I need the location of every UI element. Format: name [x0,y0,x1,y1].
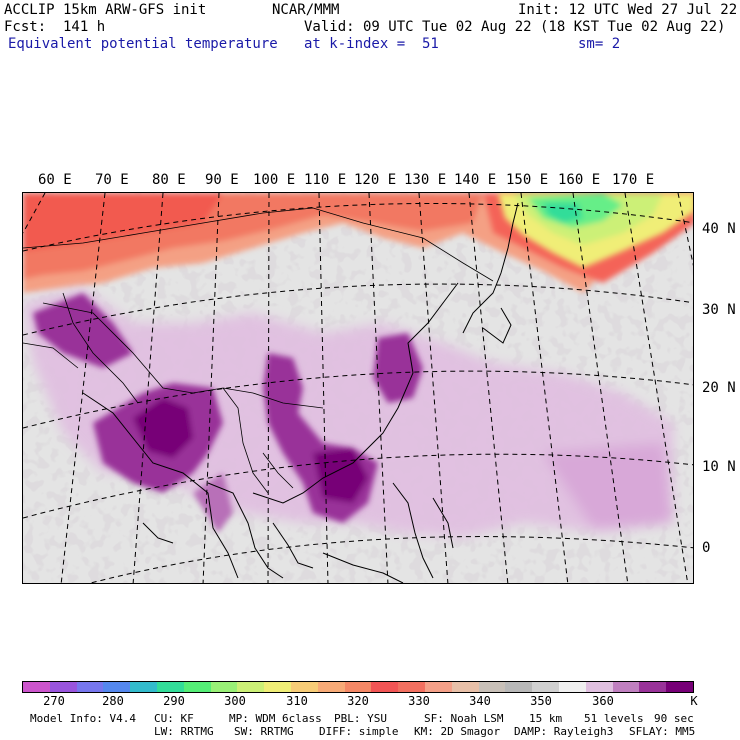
lon-label: 80 E [152,172,186,188]
lon-label: 60 E [38,172,72,188]
colorbar-swatch [264,682,291,692]
colorbar-swatch [23,682,50,692]
colorbar-swatch [639,682,667,692]
timestep: 90 sec [654,712,694,725]
lon-label: 130 E [404,172,447,188]
title-center: NCAR/MMM [272,2,340,18]
init-time: Init: 12 UTC Wed 27 Jul 22 [518,2,738,18]
colorbar-swatch [183,682,211,692]
colorbar-swatch [210,682,238,692]
map-panel [22,192,694,584]
lat-label: 0 [702,540,711,556]
lon-label: 170 E [612,172,655,188]
colorbar-tick: 340 [469,694,491,708]
valid-time: Valid: 09 UTC Tue 02 Aug 22 (18 KST Tue … [304,19,726,35]
colorbar-swatch [317,682,345,692]
colorbar-swatch [237,682,265,692]
colorbar-swatch [585,682,613,692]
colorbar-swatch [156,682,184,692]
colorbar-tick: 350 [530,694,552,708]
colorbar-tick: 300 [224,694,246,708]
colorbar-swatch [103,682,131,692]
lon-label: 70 E [95,172,129,188]
sf-scheme: SF: Noah LSM [424,712,504,725]
lon-label: 160 E [558,172,601,188]
lat-label: 30 N [702,302,736,318]
colorbar-swatch [371,682,399,692]
colorbar-swatch [398,682,425,692]
colorbar-unit: K [690,694,698,708]
lon-label: 140 E [454,172,497,188]
mp-scheme: MP: WDM 6class [229,712,322,725]
cool-air-northeast [498,193,693,268]
colorbar-tick: 280 [102,694,124,708]
pbl-scheme: PBL: YSU [334,712,387,725]
diff-scheme: DIFF: simple [319,725,399,738]
cu-scheme: CU: KF [154,712,194,725]
lon-label: 150 E [506,172,549,188]
lw-scheme: LW: RRTMG [154,725,214,738]
field-name: Equivalent potential temperature [8,36,278,52]
sw-scheme: SW: RRTMG [234,725,294,738]
colorbar-swatch [478,682,506,692]
resolution: 15 km [529,712,563,725]
title-model: ACCLIP 15km ARW-GFS init [4,2,207,18]
deep-convection [33,293,423,533]
colorbar-swatch [344,682,372,692]
lat-label: 20 N [702,380,736,396]
colorbar-swatch [505,682,533,692]
lat-label: 10 N [702,459,736,475]
colorbar-swatch [424,682,452,692]
lat-label: 40 N [702,221,736,237]
colorbar [22,681,694,693]
colorbar-tick: 310 [286,694,308,708]
colorbar-tick: 360 [592,694,614,708]
colorbar-swatch [666,682,693,692]
lon-label: 100 E [253,172,296,188]
levels: 51 levels [584,712,644,725]
model-info: Model Info: V4.4 [30,712,136,725]
forecast-hour: Fcst: 141 h [4,19,106,35]
colorbar-tick: 270 [43,694,65,708]
colorbar-swatch [76,682,104,692]
damp-scheme: DAMP: Rayleigh3 [514,725,614,738]
smoothing: sm= 2 [578,36,621,52]
colorbar-swatch [451,682,479,692]
lon-label: 120 E [354,172,397,188]
level-index: at k-index = 51 [304,36,439,52]
km-scheme: KM: 2D Smagor [414,725,501,738]
colorbar-swatch [130,682,157,692]
colorbar-swatch [49,682,77,692]
colorbar-swatch [532,682,559,692]
graticule [23,193,693,583]
coastlines [82,202,519,583]
colorbar-swatch [612,682,640,692]
colorbar-tick: 290 [163,694,185,708]
colorbar-tick: 320 [347,694,369,708]
theta-e-map [23,193,693,583]
colorbar-swatch [290,682,318,692]
lon-label: 110 E [304,172,347,188]
lon-label: 90 E [205,172,239,188]
colorbar-swatch [558,682,586,692]
sflay-scheme: SFLAY: MM5 [629,725,696,738]
colorbar-tick: 330 [408,694,430,708]
